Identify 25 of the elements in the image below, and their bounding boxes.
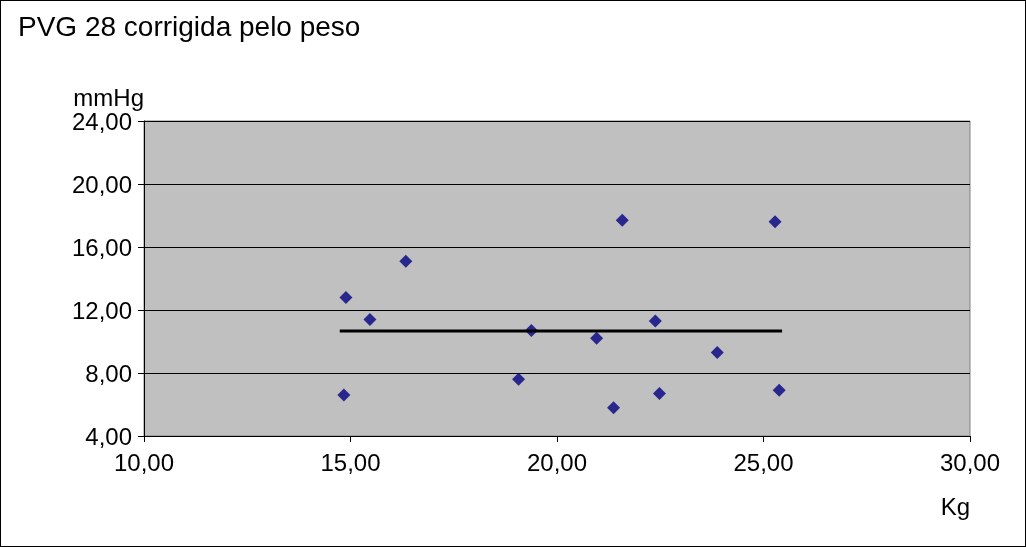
y-tick-label: 8,00 [85, 359, 132, 387]
x-tick-label: 25,00 [733, 448, 794, 476]
point [590, 331, 604, 345]
y-tick-label: 20,00 [71, 170, 132, 198]
point [768, 215, 782, 229]
x-tick-label: 10,00 [113, 448, 175, 476]
point [399, 254, 413, 268]
point [512, 372, 526, 386]
point [648, 314, 662, 328]
x-axis-title: Kg [940, 492, 970, 520]
x-tick-label: 20,00 [526, 448, 588, 476]
y-tick-label: 4,00 [85, 422, 132, 450]
point [652, 386, 666, 400]
y-tick-label: 16,00 [71, 233, 132, 261]
point [363, 312, 377, 326]
point [337, 388, 351, 402]
point [615, 213, 629, 227]
point [607, 401, 621, 415]
point [710, 346, 724, 360]
point [339, 290, 353, 304]
y-tick-label: 12,00 [71, 296, 132, 324]
point [772, 383, 786, 397]
chart-title: PVG 28 corrigida pelo peso [18, 10, 361, 42]
x-tick-label: 30,00 [939, 448, 1001, 476]
x-tick-label: 15,00 [320, 448, 381, 476]
